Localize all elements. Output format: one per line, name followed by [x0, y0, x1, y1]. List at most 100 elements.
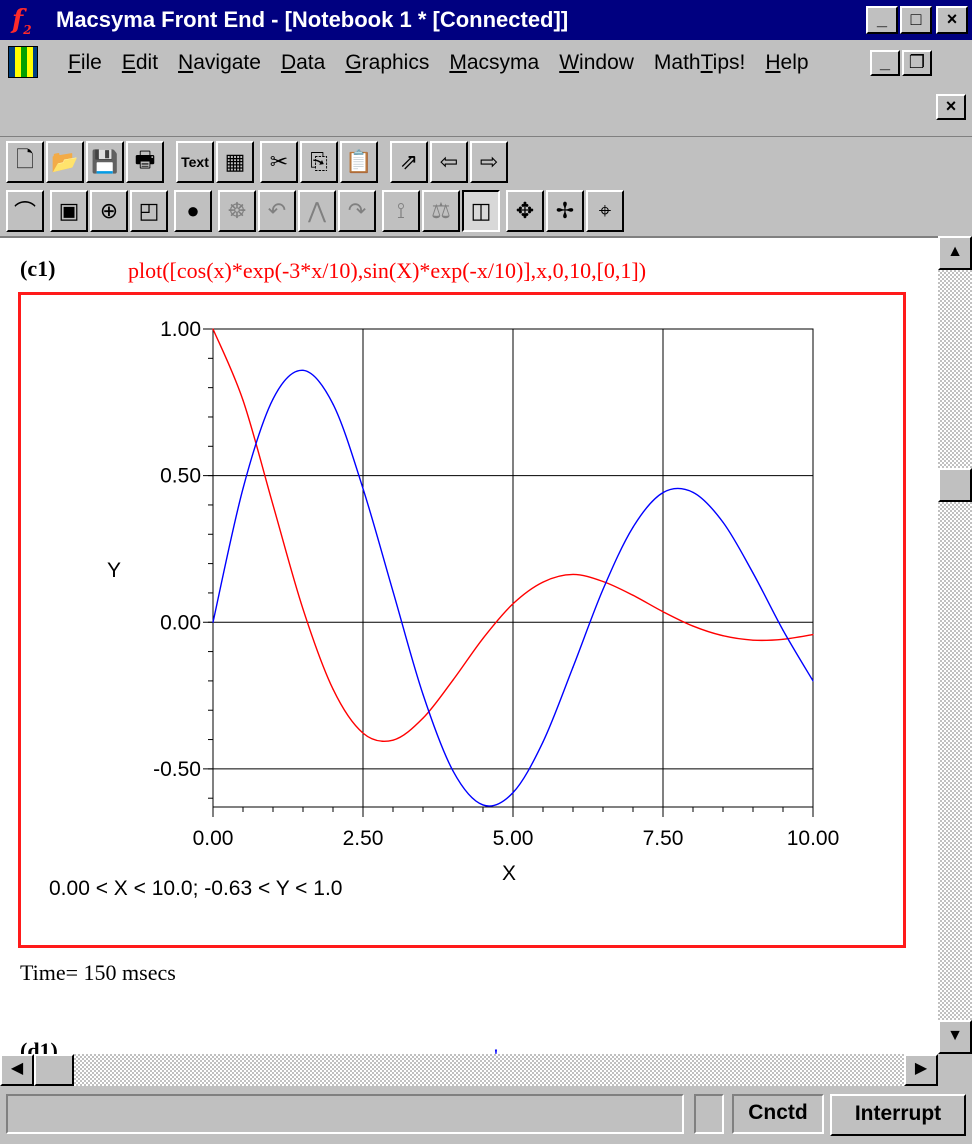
new-document-button[interactable]: 🗋: [6, 141, 44, 183]
series-point-1: [662, 492, 664, 494]
scroll-right-button[interactable]: ▶: [904, 1054, 938, 1086]
forward-arrow-icon: ⇨: [479, 149, 499, 174]
figure-button[interactable]: ⋀: [298, 190, 336, 232]
y-tick-label: 0.50: [160, 465, 201, 488]
cut-scissors-button[interactable]: ✂: [260, 141, 298, 183]
menu-item-text: Math: [653, 51, 701, 74]
notebook-document-icon[interactable]: [8, 46, 38, 78]
menu-item[interactable]: Macsyma: [439, 46, 549, 80]
minimize-icon: _: [879, 52, 890, 72]
graph-button[interactable]: ⌒: [6, 190, 44, 232]
series-point-1: [332, 403, 334, 405]
window-title: Macsyma Front End - [Notebook 1 * [Conne…: [56, 7, 569, 32]
y-tick-label: 1.00: [160, 318, 201, 341]
series-point-1: [542, 741, 544, 743]
horizontal-scroll-thumb[interactable]: [34, 1054, 74, 1086]
menu-item[interactable]: Window: [549, 46, 644, 80]
save-disk-button[interactable]: 💾: [86, 141, 124, 183]
series-point-0: [212, 328, 214, 330]
back-arrow-button[interactable]: ⇦: [430, 141, 468, 183]
vertical-scroll-thumb[interactable]: [938, 468, 972, 502]
title-bar[interactable]: f2 Macsyma Front End - [Notebook 1 * [Co…: [0, 0, 972, 40]
menu-item-accelerator: W: [559, 51, 580, 74]
camera-button[interactable]: ☸: [218, 190, 256, 232]
menu-item-accelerator: N: [178, 51, 194, 74]
macsyma-app-icon[interactable]: f2: [12, 5, 32, 38]
plot-output-frame[interactable]: 0.00 2.50 5.00 7.50 10.00 1.00 0.50 0.00 -0.50 X Y…: [18, 292, 906, 948]
rotate-button[interactable]: ↶: [258, 190, 296, 232]
output-cell-label: (d1): [20, 1038, 58, 1054]
series-point-1: [272, 398, 274, 400]
series-point-1: [302, 369, 304, 371]
x-tick-label: 0.00: [193, 827, 234, 850]
menu-item[interactable]: Data: [271, 46, 335, 80]
horizontal-scrollbar[interactable]: ◀ ▶: [0, 1054, 938, 1086]
notebook-pane[interactable]: (c1) plot([cos(x)*exp(-3*x/10),sin(X)*ex…: [0, 236, 938, 1054]
minimize-button[interactable]: _: [866, 6, 898, 34]
table-button[interactable]: ▦: [216, 141, 254, 183]
series-point-0: [332, 688, 334, 690]
range-note: 0.00 < X < 10.0; -0.63 < Y < 1.0: [49, 877, 342, 900]
menu-item-text: avigate: [193, 51, 261, 74]
close-button[interactable]: ×: [936, 6, 968, 34]
balance-button[interactable]: ⚖: [422, 190, 460, 232]
maximize-button[interactable]: □: [900, 6, 932, 34]
menu-item[interactable]: Navigate: [168, 46, 271, 80]
menu-item-text: indow: [579, 51, 634, 74]
globe-button[interactable]: ⊕: [90, 190, 128, 232]
menu-item[interactable]: MathTips!: [644, 46, 755, 80]
road-button[interactable]: ⟟: [382, 190, 420, 232]
menu-item-text: raphics: [361, 51, 430, 74]
forward-arrow-button[interactable]: ⇨: [470, 141, 508, 183]
scroll-left-button[interactable]: ◀: [0, 1054, 34, 1086]
x-tick-label: 7.50: [643, 827, 684, 850]
menu-item[interactable]: File: [58, 46, 112, 80]
pan-cross-icon: ✢: [555, 198, 575, 223]
menu-item-text: ips!: [712, 51, 746, 74]
vertical-scrollbar[interactable]: ▲ ▼: [938, 236, 972, 1054]
child-restore-button[interactable]: ❐: [902, 50, 932, 76]
series-point-1: [212, 621, 214, 623]
jump-arrow-button[interactable]: ⇗: [390, 141, 428, 183]
output-cell-mark: ': [494, 1044, 498, 1054]
scroll-down-button[interactable]: ▼: [938, 1020, 972, 1054]
menu-item[interactable]: Graphics: [335, 46, 439, 80]
menu-item-accelerator: E: [121, 51, 136, 74]
status-indicator: [694, 1094, 724, 1134]
step-button[interactable]: ↷: [338, 190, 376, 232]
globe-icon: ⊕: [99, 198, 119, 223]
close-icon: ×: [946, 9, 958, 29]
copy-button[interactable]: ⎘: [300, 141, 338, 183]
open-folder-button[interactable]: 📂: [46, 141, 84, 183]
crosshair-button[interactable]: ⌖: [586, 190, 624, 232]
plot-chart: 0.00 2.50 5.00 7.50 10.00 1.00 0.50 0.00 -0.50 X Y…: [49, 318, 839, 900]
series-point-1: [632, 526, 634, 528]
bcd-button[interactable]: ●: [174, 190, 212, 232]
series-point-0: [422, 717, 424, 719]
interrupt-button[interactable]: Interrupt: [830, 1094, 966, 1136]
menu-item-accelerator: T: [700, 51, 713, 74]
scroll-up-button[interactable]: ▲: [938, 236, 972, 270]
text-button-button[interactable]: Text: [176, 141, 214, 183]
down-arrow-icon: ▼: [947, 1027, 963, 1044]
series-point-0: [782, 638, 784, 640]
series-point-1: [392, 590, 394, 593]
series-point-1: [752, 572, 754, 574]
input-cell-command[interactable]: plot([cos(x)*exp(-3*x/10),sin(X)*exp(-x/…: [128, 258, 647, 283]
pan-cross-button[interactable]: ✢: [546, 190, 584, 232]
menu-item[interactable]: Edit: [112, 46, 168, 80]
y-tick-label: -0.50: [153, 758, 201, 781]
rotate-icon: ↶: [267, 198, 287, 223]
screen-button[interactable]: ◰: [130, 190, 168, 232]
print-button[interactable]: 🖶: [126, 141, 164, 183]
menu-item[interactable]: Help: [755, 46, 818, 80]
new-document-icon: 🗋: [16, 147, 34, 172]
chip-button[interactable]: ▣: [50, 190, 88, 232]
paste-button[interactable]: 📋: [340, 141, 378, 183]
crosshair-icon: ⌖: [598, 198, 612, 223]
child-minimize-button[interactable]: _: [870, 50, 900, 76]
child-close-button[interactable]: ×: [936, 94, 966, 120]
box-3d-button[interactable]: ◫: [462, 190, 500, 232]
move-cross-icon: ✥: [515, 198, 535, 223]
move-cross-button[interactable]: ✥: [506, 190, 544, 232]
